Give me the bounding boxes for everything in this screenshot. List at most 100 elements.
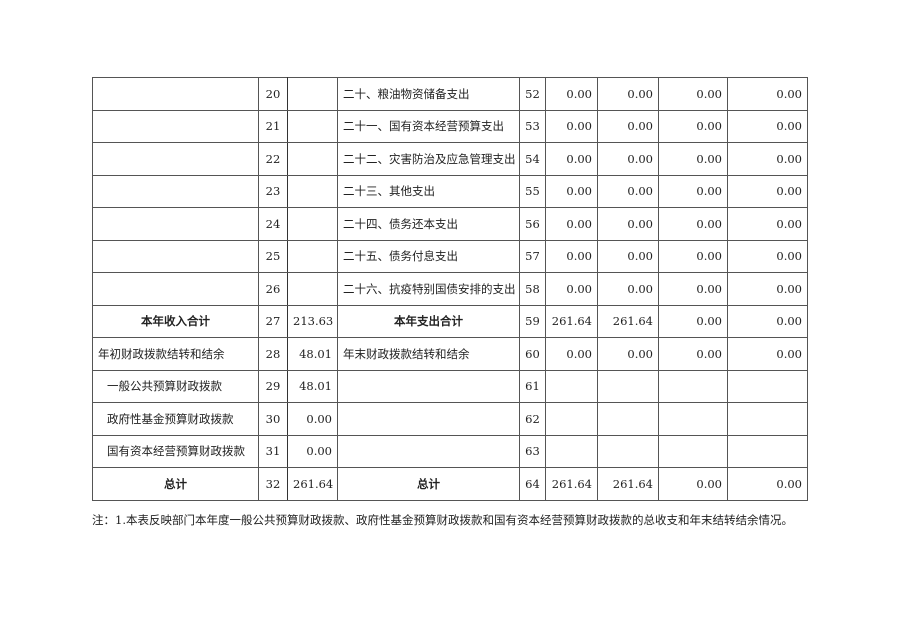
expense-total [545,402,598,436]
expense-fund-budget: 0.00 [658,467,728,501]
income-amount [287,77,338,111]
expense-state-capital-budget: 0.00 [727,142,808,176]
income-item [92,77,259,111]
income-item: 政府性基金预算财政拨款 [92,402,259,436]
table-row: 26 二十六、抗疫特别国债安排的支出 58 0.00 0.00 0.00 0.00 [92,272,808,306]
expense-line-no: 62 [519,402,546,436]
expense-general-budget: 261.64 [597,304,659,338]
income-amount [287,142,338,176]
expense-general-budget: 0.00 [597,207,659,241]
table-row: 年初财政拨款结转和结余 28 48.01 年末财政拨款结转和结余 60 0.00 0.00 0… [92,337,808,371]
expense-total: 261.64 [545,467,598,501]
expense-item [337,434,520,468]
table-row: 一般公共预算财政拨款 29 48.01 61 [92,369,808,403]
income-line-no: 27 [258,304,288,338]
expense-item [337,402,520,436]
expense-total [545,434,598,468]
income-amount: 261.64 [287,467,338,501]
income-item [92,142,259,176]
income-item: 年初财政拨款结转和结余 [92,337,259,371]
expense-general-budget: 0.00 [597,142,659,176]
expense-item: 年末财政拨款结转和结余 [337,337,520,371]
expense-item: 二十、粮油物资储备支出 [337,77,520,111]
table-row: 总计 32 261.64 总计 64 261.64 261.64 0.00 0.00 [92,467,808,501]
expense-line-no: 54 [519,142,546,176]
expense-state-capital-budget: 0.00 [727,239,808,273]
expense-fund-budget: 0.00 [658,337,728,371]
table-row: 政府性基金预算财政拨款 30 0.00 62 [92,402,808,436]
expense-line-no: 53 [519,109,546,143]
income-line-no: 20 [258,77,288,111]
expense-total: 261.64 [545,304,598,338]
expense-item: 二十三、其他支出 [337,174,520,208]
expense-state-capital-budget: 0.00 [727,337,808,371]
income-item [92,207,259,241]
expense-total: 0.00 [545,239,598,273]
table-row: 20 二十、粮油物资储备支出 52 0.00 0.00 0.00 0.00 [92,77,808,111]
expense-total: 0.00 [545,77,598,111]
expense-general-budget: 261.64 [597,467,659,501]
expense-general-budget [597,369,659,403]
expense-state-capital-budget [727,402,808,436]
expense-item: 二十六、抗疫特别国债安排的支出 [337,272,520,306]
expense-fund-budget [658,402,728,436]
expense-item: 二十四、债务还本支出 [337,207,520,241]
expense-state-capital-budget: 0.00 [727,174,808,208]
expense-state-capital-budget: 0.00 [727,207,808,241]
budget-table: 20 二十、粮油物资储备支出 52 0.00 0.00 0.00 0.00 21 二十一、国有资… [92,77,808,501]
expense-general-budget: 0.00 [597,109,659,143]
income-line-no: 22 [258,142,288,176]
expense-total: 0.00 [545,109,598,143]
expense-general-budget [597,434,659,468]
income-item: 总计 [92,467,259,501]
table-row: 国有资本经营预算财政拨款 31 0.00 63 [92,434,808,468]
table-row: 23 二十三、其他支出 55 0.00 0.00 0.00 0.00 [92,174,808,208]
expense-line-no: 52 [519,77,546,111]
income-line-no: 26 [258,272,288,306]
income-line-no: 31 [258,434,288,468]
expense-line-no: 55 [519,174,546,208]
footnote: 注：1.本表反映部门本年度一般公共预算财政拨款、政府性基金预算财政拨款和国有资本… [92,513,793,527]
expense-fund-budget: 0.00 [658,109,728,143]
expense-state-capital-budget [727,369,808,403]
expense-line-no: 57 [519,239,546,273]
income-line-no: 30 [258,402,288,436]
income-amount [287,109,338,143]
expense-fund-budget: 0.00 [658,142,728,176]
income-line-no: 23 [258,174,288,208]
expense-fund-budget [658,434,728,468]
expense-line-no: 56 [519,207,546,241]
expense-item: 二十五、债务付息支出 [337,239,520,273]
expense-total: 0.00 [545,337,598,371]
expense-general-budget: 0.00 [597,337,659,371]
income-line-no: 32 [258,467,288,501]
expense-state-capital-budget: 0.00 [727,109,808,143]
income-line-no: 24 [258,207,288,241]
income-line-no: 29 [258,369,288,403]
income-item: 一般公共预算财政拨款 [92,369,259,403]
income-item: 国有资本经营预算财政拨款 [92,434,259,468]
income-item [92,109,259,143]
income-line-no: 25 [258,239,288,273]
table-row: 25 二十五、债务付息支出 57 0.00 0.00 0.00 0.00 [92,239,808,273]
income-amount: 0.00 [287,434,338,468]
expense-line-no: 61 [519,369,546,403]
expense-fund-budget: 0.00 [658,239,728,273]
expense-total: 0.00 [545,142,598,176]
income-amount [287,174,338,208]
income-amount: 213.63 [287,304,338,338]
expense-general-budget [597,402,659,436]
expense-total: 0.00 [545,207,598,241]
table-row: 本年收入合计 27 213.63 本年支出合计 59 261.64 261.64 0.00 0.… [92,304,808,338]
expense-fund-budget: 0.00 [658,272,728,306]
income-amount [287,207,338,241]
income-amount: 48.01 [287,337,338,371]
expense-total [545,369,598,403]
income-amount: 0.00 [287,402,338,436]
expense-general-budget: 0.00 [597,174,659,208]
expense-total: 0.00 [545,174,598,208]
expense-item: 二十一、国有资本经营预算支出 [337,109,520,143]
table-row: 22 二十二、灾害防治及应急管理支出 54 0.00 0.00 0.00 0.00 [92,142,808,176]
income-line-no: 28 [258,337,288,371]
expense-item: 本年支出合计 [337,304,520,338]
